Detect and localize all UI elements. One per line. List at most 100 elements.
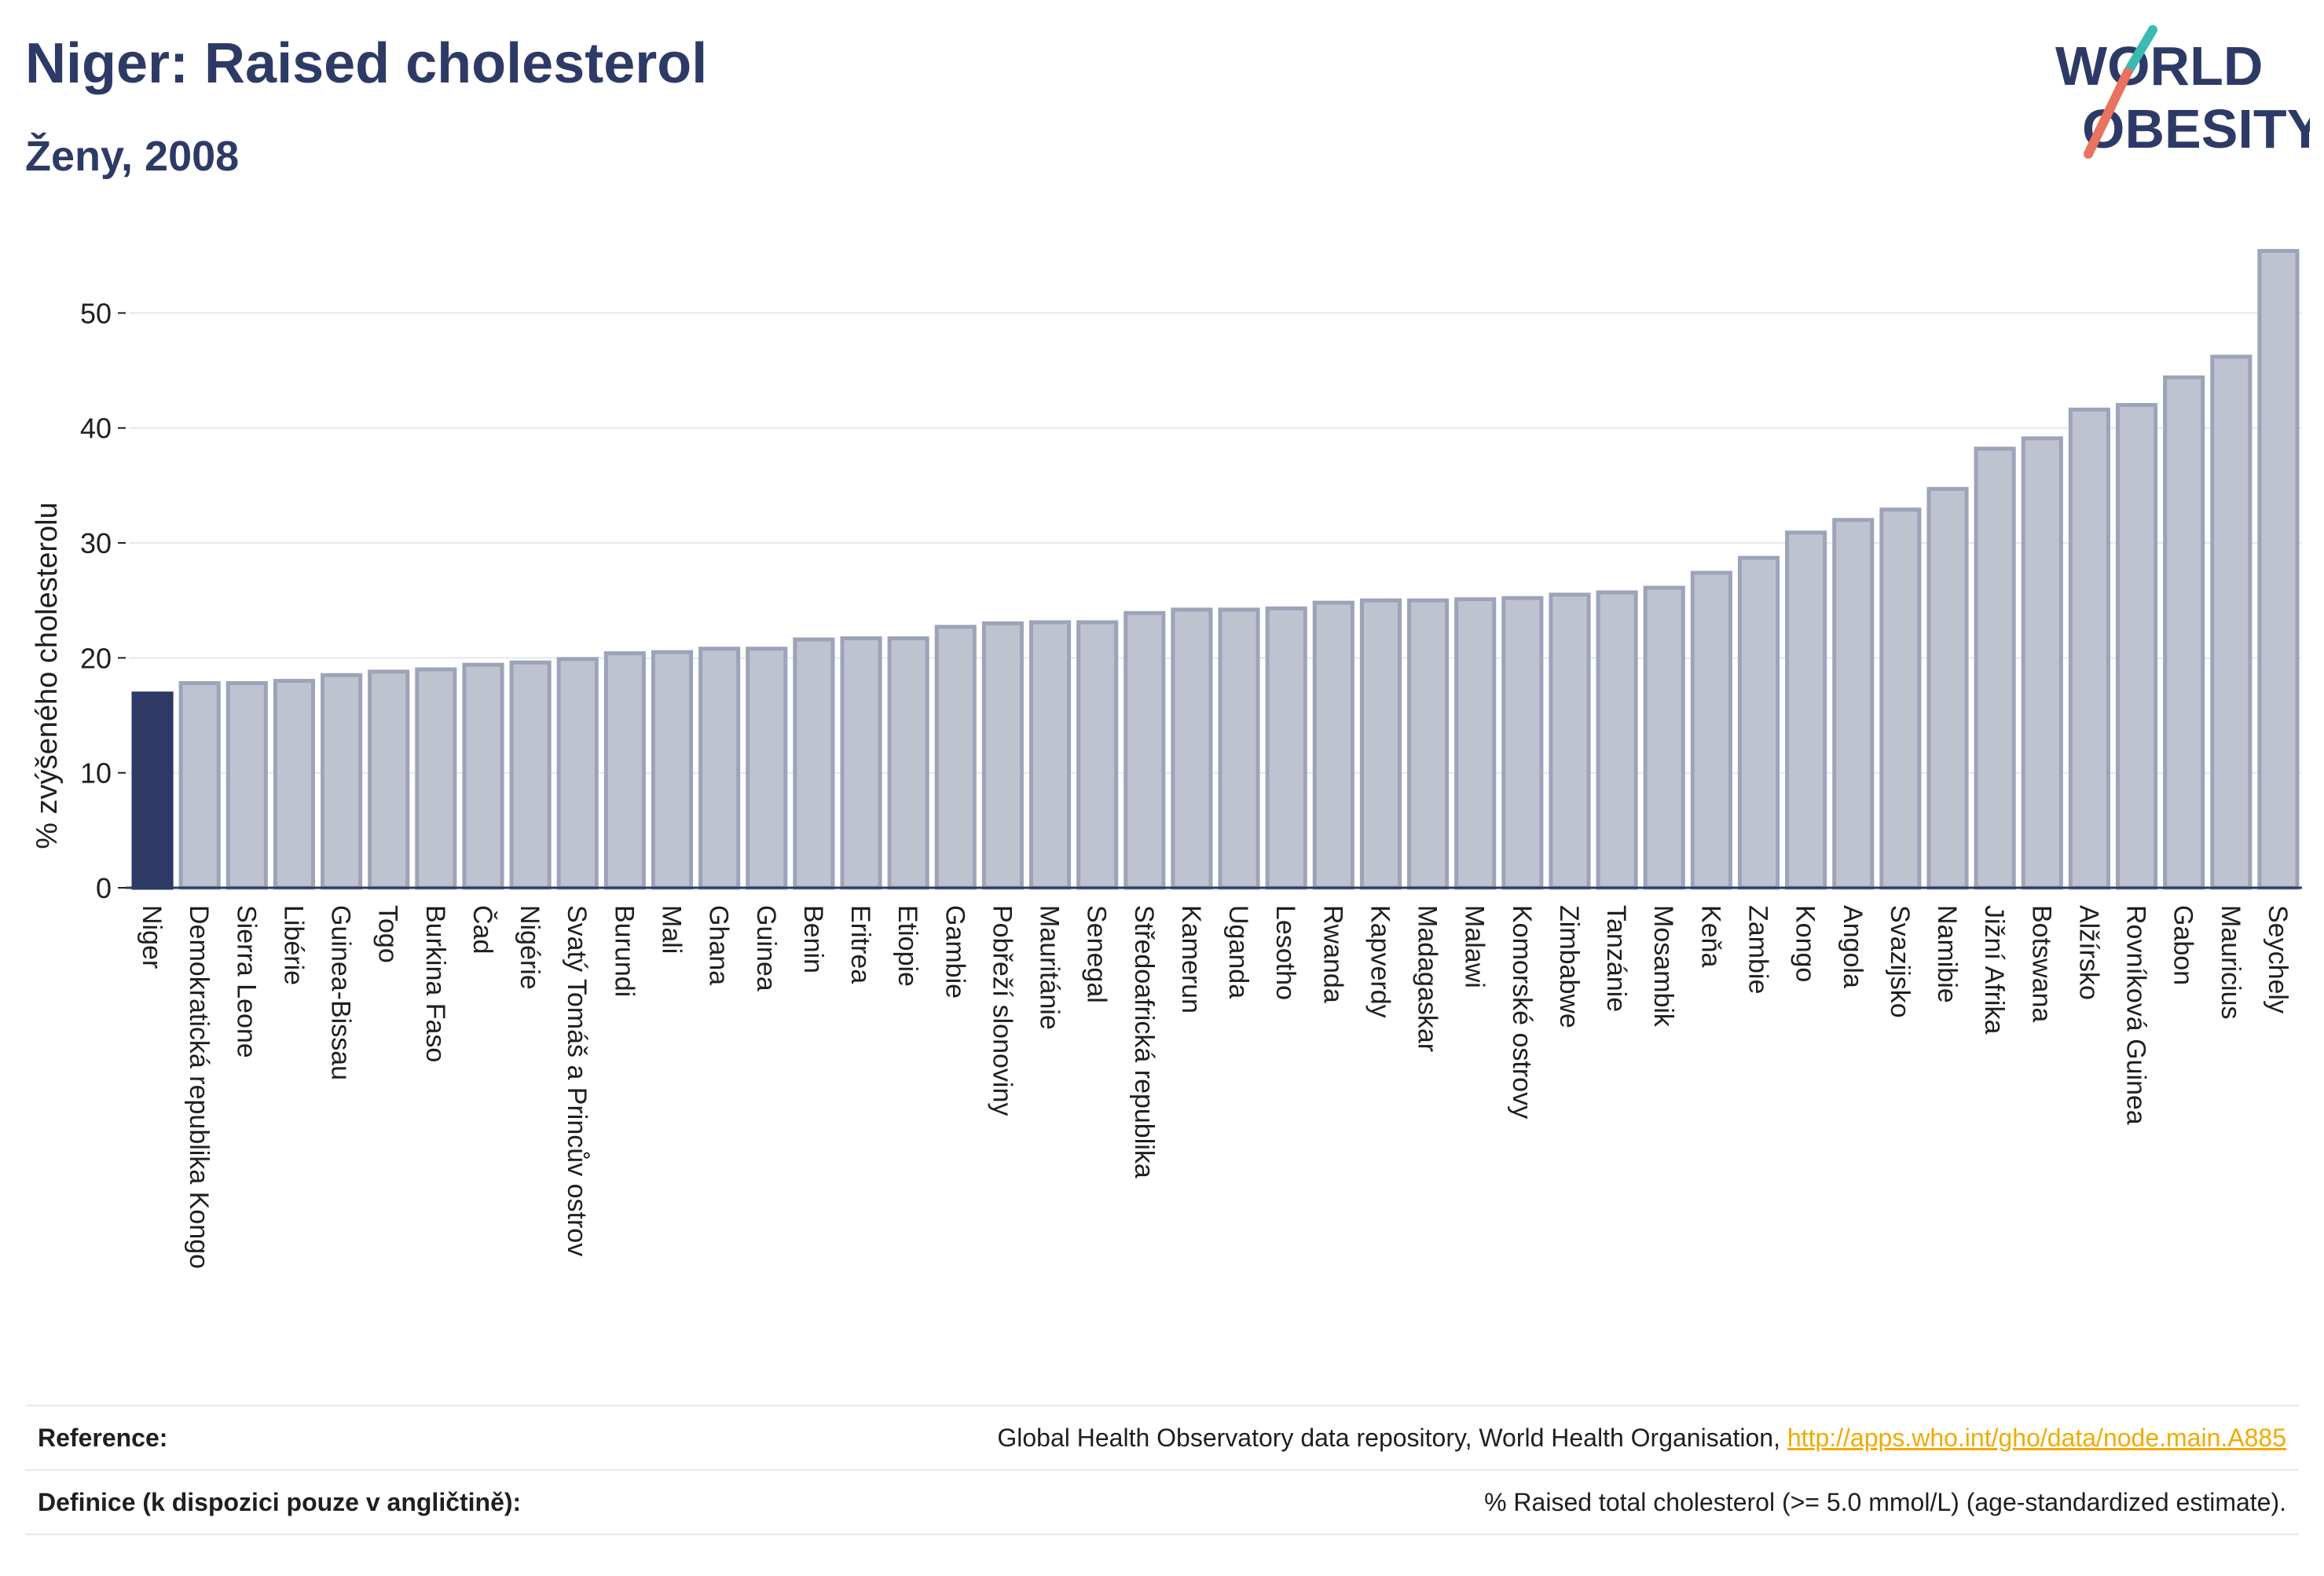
logo-slash-teal (2123, 25, 2157, 77)
x-tick-label: Nigérie (515, 905, 544, 990)
bar-23 (1218, 607, 1260, 890)
x-tick-label: Alžírsko (2073, 905, 2103, 1000)
bar-chart: 0 10 20 30 40 50 Niger Demokratická republika K… (31, 248, 2302, 1269)
bars (131, 248, 2300, 890)
bar-36 (1832, 518, 1875, 890)
bar-34 (1737, 555, 1780, 890)
x-tick-label: Burkina Faso (420, 905, 450, 1062)
bar-6 (415, 667, 457, 890)
bar-1 (178, 681, 221, 890)
bar-7 (462, 662, 504, 890)
x-tick-label: Guinea-Bissau (326, 905, 356, 1080)
bar-44 (2210, 354, 2253, 890)
bar-3 (273, 679, 316, 890)
bar-38 (1926, 486, 1969, 890)
y-axis-label: % zvýšeného cholesterolu (31, 502, 64, 848)
definition-label: Definice (k dispozici pouze v angličtině… (38, 1487, 522, 1516)
bar-27 (1407, 598, 1450, 890)
world-obesity-logo: WORLD OBESITY (2055, 25, 2310, 159)
bar-30 (1549, 592, 1591, 890)
bar-4 (321, 673, 363, 890)
x-tick-label: Guinea (751, 905, 781, 991)
bar-33 (1690, 570, 1732, 890)
bar-25 (1312, 600, 1354, 890)
definition-text: % Raised total cholesterol (>= 5.0 mmol/… (1484, 1487, 2286, 1516)
x-tick-label: Eritrea (845, 905, 875, 984)
x-tick-label: Senegal (1082, 905, 1112, 1003)
y-tick-label: 20 (80, 642, 112, 674)
x-tick-label: Libérie (278, 905, 308, 985)
bar-45 (2257, 248, 2300, 890)
bar-0 (131, 691, 174, 890)
x-tick-label: Keňa (1695, 905, 1725, 967)
x-tick-label: Kamerun (1176, 905, 1206, 1013)
x-tick-label: Togo (373, 905, 403, 963)
x-tick-label: Kapverdy (1365, 905, 1395, 1018)
bar-20 (1076, 620, 1119, 890)
x-tick-label: Sierra Leone (231, 905, 261, 1058)
bar-10 (603, 651, 646, 890)
reference-link[interactable]: http://apps.who.int/gho/data/node.main.A… (1787, 1423, 2286, 1452)
x-tick-label: Angola (1838, 905, 1868, 988)
bar-16 (887, 636, 929, 890)
reference-row: Reference: Global Health Observatory dat… (25, 1406, 2299, 1471)
x-tick-label: Benin (798, 905, 828, 973)
reference-value: Global Health Observatory data repositor… (997, 1424, 2286, 1453)
x-tick-label: Mauritánie (1035, 905, 1065, 1030)
y-tick-label: 50 (80, 297, 112, 329)
x-tick-label: Etiopie (893, 905, 922, 987)
reference-text: Global Health Observatory data repositor… (997, 1423, 1787, 1452)
bar-14 (793, 637, 835, 890)
bar-32 (1643, 585, 1685, 890)
x-tick-label: Jižní Afrika (1979, 905, 2009, 1034)
x-tick-label: Lesotho (1270, 905, 1300, 1000)
logo-line1: WORLD (2055, 35, 2263, 97)
page-title: Niger: Raised cholesterol (25, 32, 708, 95)
x-tick-label: Rovníková Guinea (2121, 905, 2151, 1125)
x-tick-label: Zambie (1743, 905, 1773, 994)
x-tick-label: Pobřeží slonoviny (987, 905, 1017, 1116)
bar-11 (651, 650, 694, 890)
bar-40 (2021, 436, 2063, 890)
x-tick-label: Ghana (704, 905, 734, 985)
x-tick-label: Komorské ostrovy (1507, 905, 1537, 1119)
bar-12 (698, 647, 741, 890)
bar-41 (2068, 407, 2110, 890)
y-tick-label: 30 (80, 527, 112, 559)
bar-29 (1501, 596, 1544, 890)
bar-26 (1359, 598, 1402, 890)
x-tick-label: Mali (657, 905, 687, 954)
reference-table: Reference: Global Health Observatory dat… (25, 1405, 2299, 1535)
x-tick-label: Demokratická republika Kongo (184, 905, 214, 1269)
bar-39 (1974, 446, 2016, 890)
logo-slash-coral (2084, 68, 2132, 159)
bar-21 (1124, 610, 1166, 890)
y-tick-label: 40 (80, 412, 112, 445)
x-tick-label: Uganda (1223, 905, 1253, 999)
bar-17 (934, 625, 977, 890)
bar-2 (225, 681, 268, 890)
bar-13 (746, 647, 788, 890)
x-tick-label: Burundi (609, 905, 639, 997)
x-tick-label: Botswana (2026, 905, 2056, 1022)
x-tick-label: Niger (137, 905, 167, 969)
bar-43 (2163, 375, 2205, 890)
x-tick-label: Namibie (1932, 905, 1962, 1003)
bar-35 (1785, 530, 1827, 890)
bar-8 (509, 660, 552, 890)
x-tick-label: Svazijsko (1885, 905, 1915, 1018)
bar-18 (981, 621, 1024, 890)
y-tick-label: 10 (80, 757, 112, 790)
x-tick-label: Zimbabwe (1554, 905, 1584, 1028)
bar-22 (1171, 607, 1213, 890)
x-tick-label: Středoafrická republika (1129, 905, 1159, 1178)
x-tick-label: Kongo (1791, 905, 1820, 982)
bar-15 (840, 636, 882, 890)
x-tick-label: Gabon (2168, 905, 2198, 985)
bar-5 (368, 669, 410, 890)
logo-line2: OBESITY (2082, 98, 2310, 159)
x-tick-label: Seychely (2263, 905, 2293, 1013)
y-tick-label: 0 (96, 872, 112, 904)
definition-row: Definice (k dispozici pouze v angličtině… (25, 1471, 2299, 1535)
bar-28 (1454, 597, 1497, 890)
